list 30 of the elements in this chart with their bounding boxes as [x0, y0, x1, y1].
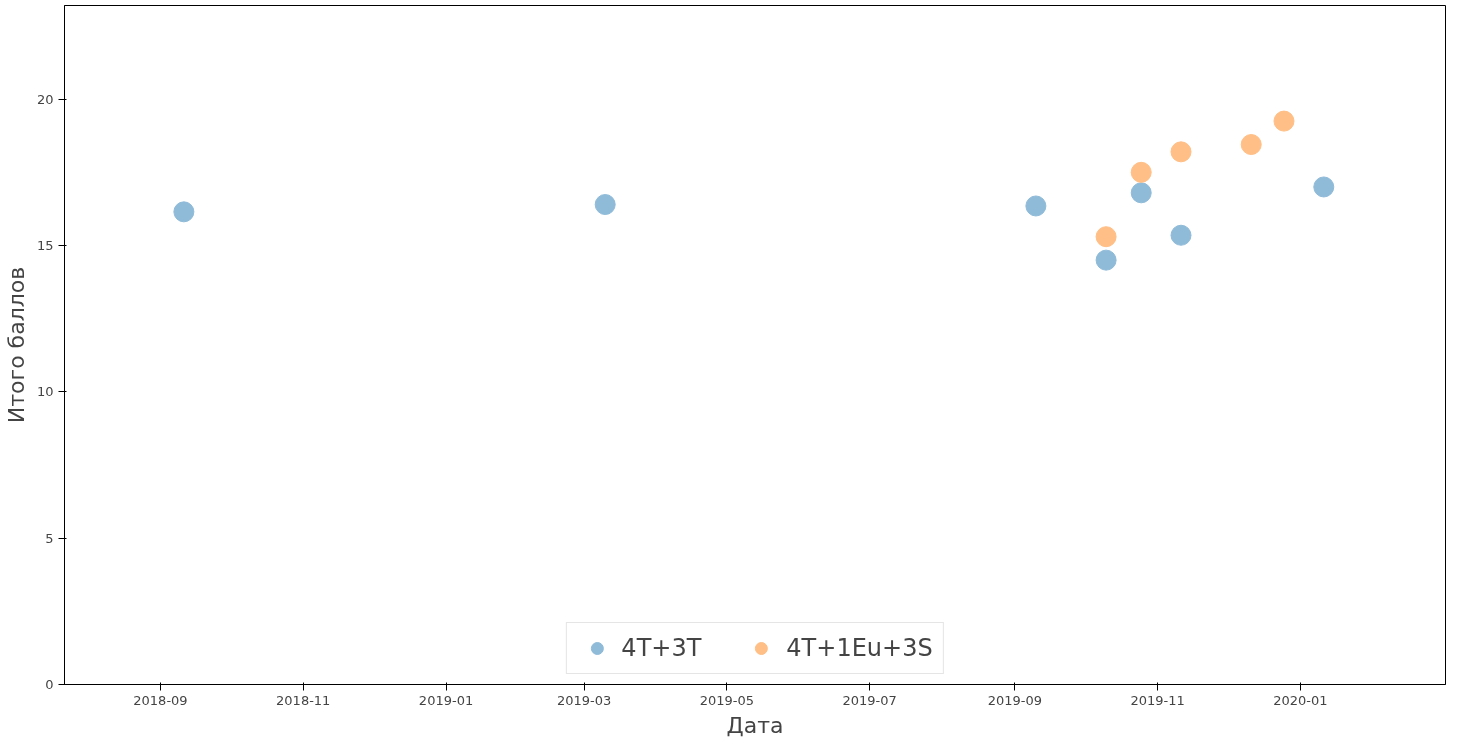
y-tick-label: 5 — [45, 530, 54, 546]
x-tick-label: 2019-01 — [418, 692, 474, 708]
x-tick-label: 2019-05 — [699, 692, 755, 708]
x-tick-label: 2018-09 — [133, 692, 188, 708]
y-tick-label: 20 — [36, 91, 54, 107]
point — [173, 201, 195, 223]
x-tick-label: 2019-07 — [842, 692, 897, 708]
point — [1095, 249, 1117, 271]
x-tick-label: 2019-11 — [1130, 692, 1185, 708]
point — [1240, 134, 1262, 155]
point — [1170, 141, 1192, 163]
point — [1273, 110, 1295, 132]
x-axis-title: Дата — [726, 712, 784, 738]
x-tick-label: 2019-09 — [987, 692, 1042, 708]
legend-label: 4T+3T — [621, 634, 702, 662]
y-tick-label: 0 — [45, 677, 54, 692]
point — [1313, 176, 1335, 198]
point — [1130, 161, 1152, 183]
y-tick-label: 15 — [36, 237, 54, 253]
point — [1095, 226, 1117, 248]
x-tick-label: 2018-11 — [276, 692, 331, 708]
y-axis-title: Итого баллов — [3, 266, 29, 424]
y-tick-label: 10 — [36, 384, 54, 400]
point — [594, 194, 616, 215]
point — [1170, 224, 1192, 246]
point — [1130, 182, 1152, 204]
point — [1025, 195, 1047, 217]
x-tick-label: 2019-03 — [556, 692, 612, 708]
x-tick-label: 2020-01 — [1273, 692, 1328, 708]
legend-label: 4T+1Eu+3S — [786, 634, 933, 662]
